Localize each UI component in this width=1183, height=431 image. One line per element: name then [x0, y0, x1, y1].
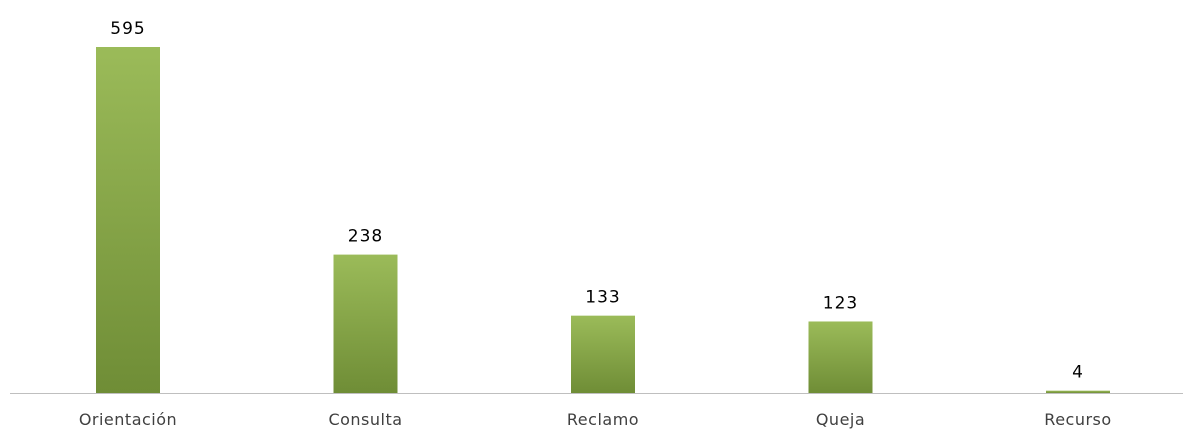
bar-reclamo [571, 315, 635, 393]
data-label: 238 [348, 227, 383, 247]
x-tick-label: Recurso [1044, 410, 1111, 429]
x-tick-label: Orientación [79, 410, 177, 429]
x-tick-label: Consulta [328, 410, 402, 429]
x-tick-label: Queja [816, 410, 865, 429]
bar-consulta [333, 254, 398, 393]
data-label: 123 [823, 293, 858, 313]
bar-queja [808, 321, 873, 393]
data-label: 4 [1072, 363, 1084, 383]
x-tick-label: Reclamo [567, 410, 639, 429]
data-label: 133 [585, 288, 620, 308]
bars-group [96, 47, 1110, 393]
x-tick-labels-group: Orientación Consulta Reclamo Queja Recurso [79, 410, 1111, 429]
bar-recurso [1046, 390, 1110, 393]
bar-orientacion [96, 47, 160, 393]
data-label: 595 [110, 19, 145, 39]
data-labels-group: 595 238 133 123 4 [110, 19, 1084, 383]
